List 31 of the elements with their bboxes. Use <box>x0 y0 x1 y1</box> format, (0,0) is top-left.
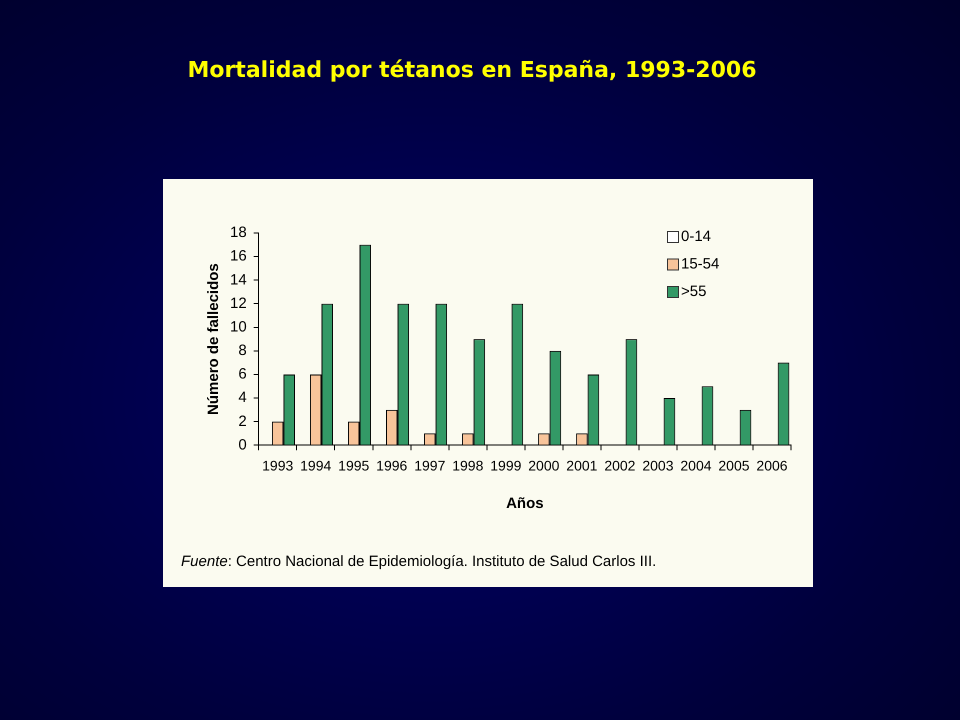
x-tick-label: 2005 <box>718 457 750 474</box>
x-tick-label: 1999 <box>490 457 522 474</box>
y-tick-label: 16 <box>230 248 247 265</box>
y-tick-label: 12 <box>230 294 247 312</box>
x-tick-label: 1996 <box>376 457 408 474</box>
x-tick-label: 1997 <box>414 457 446 474</box>
y-tick-label: 18 <box>230 224 247 242</box>
x-tick-label: 2004 <box>680 457 712 474</box>
y-tick-label: 10 <box>230 318 247 336</box>
x-tick-label: 2000 <box>528 457 560 474</box>
x-tick-label: 2002 <box>604 457 636 474</box>
x-axis-title: Años <box>506 495 544 512</box>
y-tick-label: 2 <box>238 412 247 430</box>
y-tick-label: 6 <box>238 366 247 383</box>
y-axis-title: Número de fallecidos <box>205 263 222 415</box>
source-note: Fuente: Centro Nacional de Epidemiología. Instituto de Salud Carlos III. <box>181 553 656 570</box>
x-tick-label: 2003 <box>642 457 674 474</box>
x-tick-label: 2001 <box>566 457 598 474</box>
legend-label: 15-54 <box>681 256 720 273</box>
y-tick-label: 4 <box>238 389 247 406</box>
x-tick-label: 1995 <box>338 457 370 474</box>
legend-label: 0-14 <box>681 228 712 246</box>
chart-title: Mortalidad por tétanos en España, 1993-2006 <box>186 58 758 83</box>
x-tick-label: 2006 <box>756 457 788 474</box>
x-tick-label: 1994 <box>300 457 332 474</box>
y-tick-label: 0 <box>238 436 247 454</box>
y-tick-label: 8 <box>238 342 247 360</box>
x-tick-label: 1998 <box>452 457 484 474</box>
x-tick-label: 1993 <box>262 457 294 474</box>
y-tick-label: 14 <box>230 271 247 288</box>
legend-label: >55 <box>681 283 706 300</box>
